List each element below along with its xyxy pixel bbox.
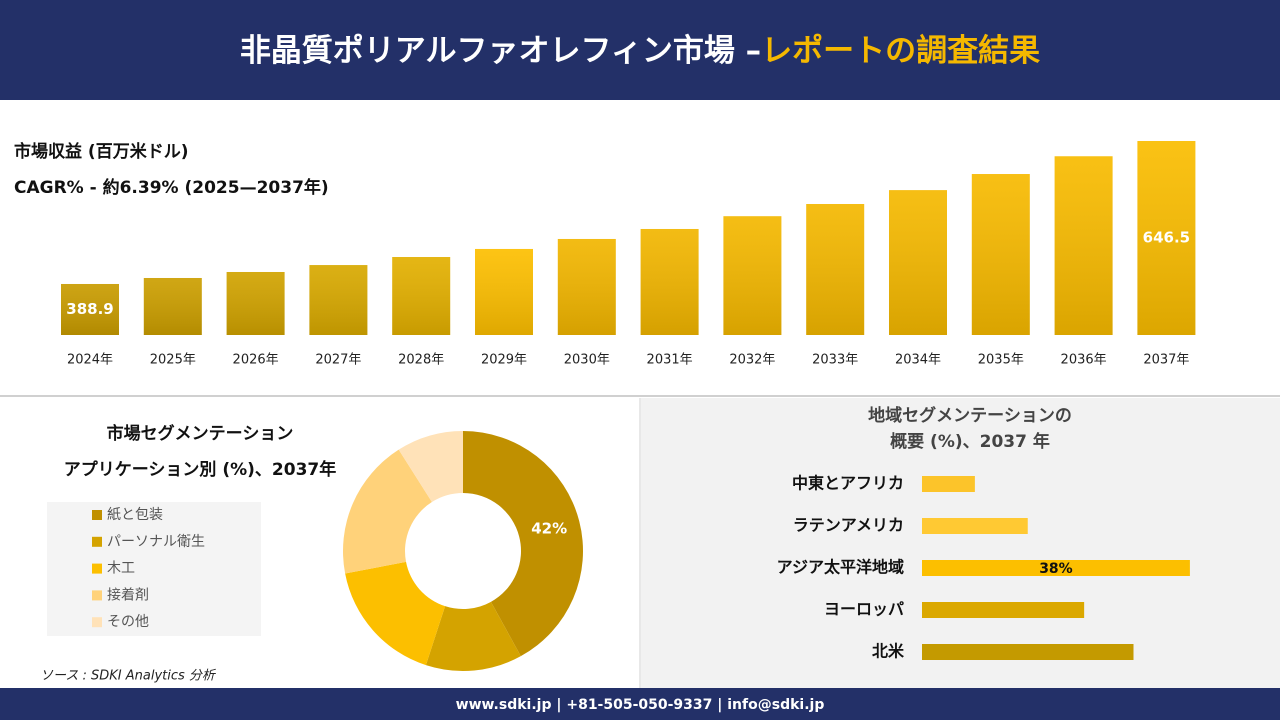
x-tick-label: 2026年: [233, 353, 279, 368]
x-tick-label: 2033年: [812, 353, 858, 368]
legend-swatch: [92, 617, 102, 628]
x-tick-label: 2037年: [1143, 353, 1189, 368]
bar-shade: [226, 271, 285, 335]
x-tick-label: 2027年: [315, 353, 361, 368]
bar-shade: [143, 277, 202, 335]
bar-shade: [61, 283, 119, 335]
bar: [922, 476, 975, 492]
region-panel: [641, 398, 1280, 688]
footer-contact: www.sdki.jp | +81-505-050-9337 | info@sd…: [456, 697, 825, 713]
bar-shade: [640, 228, 699, 335]
x-tick-label: 2024年: [67, 353, 113, 368]
legend-label: 木工: [107, 561, 135, 577]
legend-label: 接着剤: [107, 586, 149, 603]
bar-shade: [557, 238, 616, 335]
bar: [922, 560, 1190, 576]
x-tick-label: 2035年: [978, 353, 1024, 368]
header-bar: [0, 0, 1280, 100]
chart-subtitle: CAGR% - 約6.39% (2025—2037年): [14, 177, 329, 198]
donut-segment: [425, 601, 521, 671]
bar-shade: [309, 265, 368, 335]
donut-segment: [398, 431, 463, 503]
x-tick-label: 2030年: [564, 353, 610, 368]
chart-title: 市場セグメンテーション: [107, 423, 294, 444]
donut-segment: [343, 449, 432, 574]
page-title: 非晶質ポリアルファオレフィン市場 –レポートの調査結果: [240, 33, 1040, 69]
bar-shade: [889, 190, 947, 335]
y-tick-label: アジア太平洋地域: [777, 558, 904, 577]
x-tick-label: 2028年: [398, 353, 444, 368]
title-accent: レポートの調査結果: [761, 33, 1040, 69]
donut-segment: [345, 561, 446, 666]
x-tick-label: 2031年: [647, 353, 693, 368]
x-tick-label: 2036年: [1061, 353, 1107, 368]
value-label: 38%: [1039, 561, 1073, 577]
legend-swatch: [92, 510, 102, 520]
bar-shade: [1054, 156, 1113, 335]
bar: [922, 644, 1134, 660]
bar-shade: [806, 203, 865, 335]
legend-label: 紙と包装: [107, 507, 163, 523]
legend-label: パーソナル衛生: [107, 534, 205, 550]
legend-label: その他: [107, 614, 149, 630]
legend-swatch: [92, 563, 102, 574]
donut-segment: [463, 431, 583, 657]
y-tick-label: ラテンアメリカ: [793, 516, 904, 535]
y-tick-label: 中東とアフリカ: [792, 474, 904, 493]
x-tick-label: 2032年: [729, 353, 775, 368]
y-tick-label: 北米: [872, 642, 905, 661]
bar-shade: [392, 257, 451, 335]
bar: [922, 518, 1028, 534]
chart-title: 地域セグメンテーションの: [868, 405, 1072, 426]
x-tick-label: 2029年: [481, 353, 527, 368]
legend-swatch: [92, 536, 102, 547]
bar-shade: [1137, 140, 1196, 335]
chart-subtitle: 概要 (%)、2037 年: [890, 431, 1050, 452]
value-label: 388.9: [66, 300, 113, 318]
bar: [922, 602, 1085, 618]
bar-shade: [475, 248, 533, 335]
x-tick-label: 2025年: [150, 353, 196, 368]
chart-title: 市場収益 (百万米ドル): [14, 141, 188, 162]
value-label: 42%: [531, 519, 567, 537]
footer-bar: [0, 688, 1280, 720]
bar-shade: [723, 216, 782, 335]
legend-swatch: [92, 590, 102, 601]
legend-box: [47, 502, 261, 636]
value-label: 646.5: [1143, 228, 1190, 246]
y-tick-label: ヨーロッパ: [824, 600, 904, 619]
bar-shade: [971, 174, 1030, 335]
source-note: ソース : SDKI Analytics 分析: [40, 669, 217, 684]
chart-subtitle: アプリケーション別 (%)、2037年: [64, 459, 336, 480]
title-main: 非晶質ポリアルファオレフィン市場 –: [240, 33, 761, 69]
x-tick-label: 2034年: [895, 353, 941, 368]
